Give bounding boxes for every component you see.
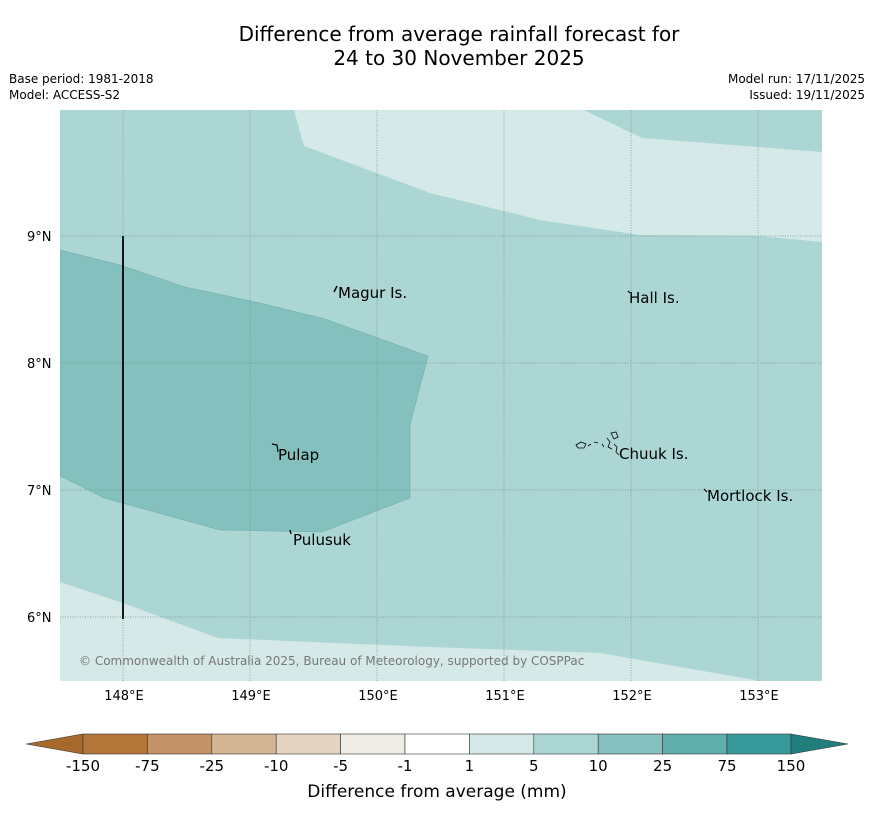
map-title: Difference from average rainfall forecas… [0,22,873,70]
title-line-2: 24 to 30 November 2025 [333,46,585,70]
lon-label-151e: 151°E [485,689,525,704]
colorbar-label-150: 150 [777,757,806,775]
colorbar-label-5: 5 [529,757,539,775]
meta-right: Model run: 17/11/2025 Issued: 19/11/2025 [728,71,865,103]
colorbar-label-75: 75 [717,757,736,775]
lon-label-149e: 149°E [231,689,271,704]
colorbar-axis-title: Difference from average (mm) [307,782,566,802]
colorbar-extend-low [25,733,84,755]
colorbar-segment-1 [82,733,148,755]
colorbar-label-m25: -25 [200,757,225,775]
band-1-5-southwest [60,582,760,681]
hall-island-shape [627,290,631,294]
colorbar-label-m150: -150 [66,757,100,775]
lat-label-7n: 7°N [27,484,52,499]
lon-label-148e: 148°E [104,689,144,704]
colorbar-label-m75: -75 [135,757,160,775]
colorbar-segment-8 [533,733,599,755]
magur-island-shape [333,285,338,293]
colorbar-label-25: 25 [653,757,672,775]
pulusuk-island-shape [289,529,292,535]
colorbar-label-m10: -10 [264,757,289,775]
copyright-notice: © Commonwealth of Australia 2025, Bureau… [79,654,584,668]
colorbar-segment-2 [147,733,213,755]
place-label-magur: Magur Is. [338,284,407,302]
chuuk-islands-shape [575,431,620,456]
graticule [60,110,822,681]
colorbar-segment-6 [404,733,470,755]
band-1-5-northeast [294,110,822,242]
colorbar-label-10: 10 [589,757,608,775]
place-label-pulusuk: Pulusuk [293,531,351,549]
lat-label-8n: 8°N [27,357,52,372]
colorbar [25,733,849,755]
colorbar-label-m5: -5 [333,757,348,775]
colorbar-label-m1: -1 [398,757,413,775]
title-line-1: Difference from average rainfall forecas… [238,22,680,46]
lon-label-150e: 150°E [358,689,398,704]
place-label-mortlock: Mortlock Is. [707,487,793,505]
colorbar-segment-5 [340,733,406,755]
lat-label-6n: 6°N [27,611,52,626]
issued-date: Issued: 19/11/2025 [749,88,865,102]
model-run: Model run: 17/11/2025 [727,72,865,86]
lat-label-9n: 9°N [27,230,52,245]
band-10-25-west [60,249,429,533]
colorbar-segment-3 [211,733,277,755]
place-label-hall: Hall Is. [629,289,680,307]
colorbar-segment-11 [726,733,792,755]
lon-label-152e: 152°E [612,689,652,704]
place-label-chuuk: Chuuk Is. [619,445,688,463]
mortlock-island-shape [703,488,708,493]
base-period: Base period: 1981-2018 [9,72,154,86]
meta-left: Base period: 1981-2018 Model: ACCESS-S2 [9,71,154,103]
colorbar-segment-9 [597,733,663,755]
colorbar-segment-10 [662,733,728,755]
colorbar-extend-high [790,733,849,755]
pulap-island-shape [271,443,279,453]
map-area: © Commonwealth of Australia 2025, Bureau… [60,110,822,681]
colorbar-segment-7 [469,733,535,755]
lon-label-153e: 153°E [739,689,779,704]
colorbar-label-1: 1 [465,757,475,775]
place-label-pulap: Pulap [278,446,319,464]
colorbar-segment-4 [275,733,341,755]
model-name: Model: ACCESS-S2 [9,88,121,102]
